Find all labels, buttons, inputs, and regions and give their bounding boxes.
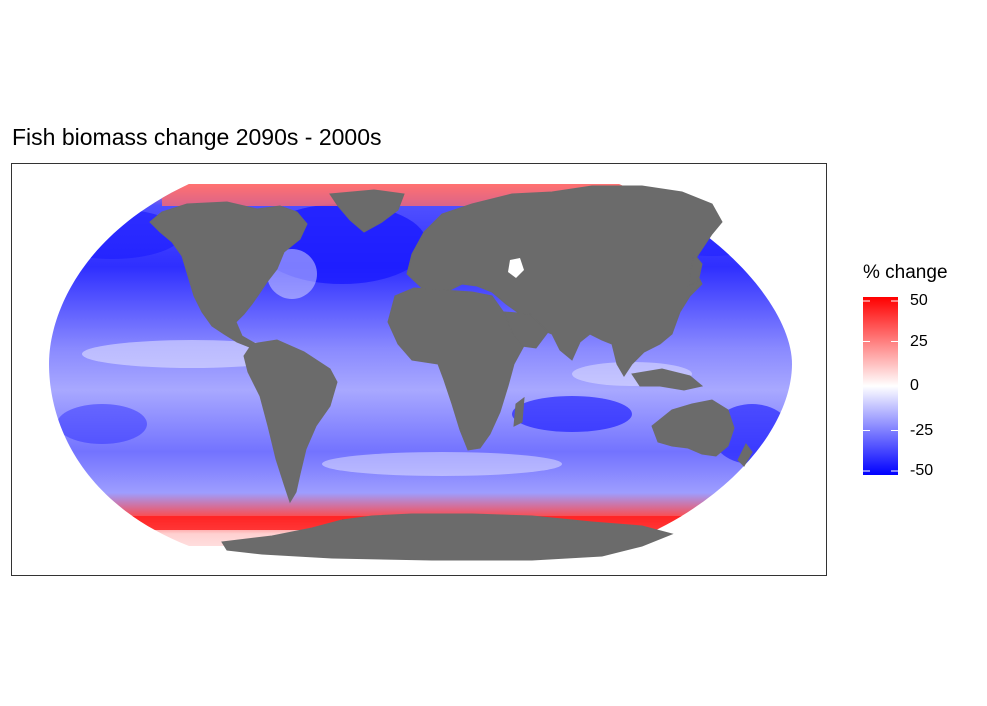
map-panel (11, 163, 827, 576)
caspian-sea (508, 258, 524, 278)
legend-tick-label: -25 (910, 421, 934, 439)
south-america (243, 339, 338, 504)
legend-colorbar (863, 297, 898, 475)
legend-tick-label: -50 (910, 462, 934, 479)
map-title: Fish biomass change 2090s - 2000s (12, 124, 382, 150)
legend-title: % change (863, 262, 948, 283)
australia (651, 399, 735, 457)
legend-tick-label: 25 (910, 332, 928, 350)
antarctica (221, 513, 674, 561)
arabia (503, 311, 549, 349)
eurasia (406, 185, 723, 377)
legend-tick-label: 0 (910, 377, 919, 394)
land-layer (149, 185, 753, 561)
madagascar (513, 396, 525, 427)
legend-tick-marks (863, 300, 898, 472)
africa (387, 287, 527, 451)
southeast-asia-islands (631, 368, 704, 391)
japan (687, 252, 703, 287)
legend-tick-label: 50 (910, 292, 928, 309)
north-america (149, 201, 308, 351)
new-zealand (737, 443, 753, 467)
world-map (49, 184, 792, 561)
legend: % change 50 25 0 -25 -50 (862, 262, 982, 492)
greenland (329, 189, 405, 233)
